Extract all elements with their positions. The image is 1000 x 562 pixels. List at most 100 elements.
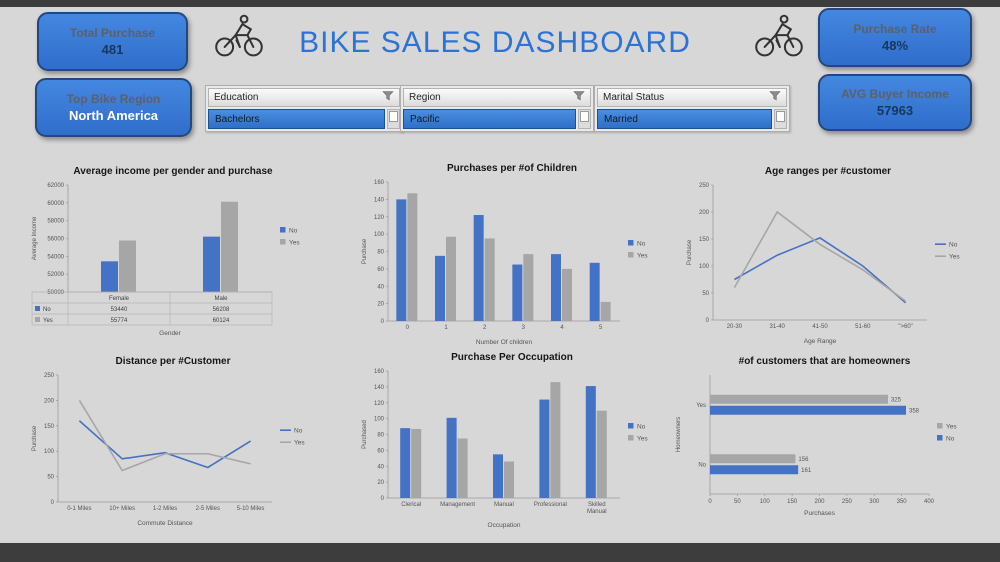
card-purchase-rate: Purchase Rate 48% [818, 8, 972, 67]
filter-funnel-icon[interactable] [573, 91, 585, 104]
filter-funnel-icon[interactable] [769, 91, 781, 104]
svg-text:55774: 55774 [111, 318, 128, 324]
chart-plot-area: 0 50 100 150 200 250 Purchase 20-30 31-40 41-50 51… [683, 179, 973, 351]
svg-text:60124: 60124 [213, 318, 230, 324]
slicer-scrollbar[interactable] [578, 109, 591, 129]
svg-text:161: 161 [801, 468, 812, 474]
svg-text:56000: 56000 [47, 237, 64, 243]
chart-title: Purchases per #of Children [446, 163, 578, 174]
svg-text:300: 300 [869, 499, 880, 505]
svg-text:20: 20 [377, 480, 384, 486]
svg-text:Manual: Manual [494, 502, 514, 508]
svg-text:No: No [294, 428, 303, 435]
svg-text:Purchase: Purchase [362, 238, 368, 264]
svg-text:4: 4 [560, 325, 564, 331]
svg-text:No: No [289, 228, 298, 235]
cyclist-icon [212, 12, 266, 65]
svg-text:Female: Female [109, 296, 130, 302]
svg-text:250: 250 [699, 183, 710, 189]
svg-text:200: 200 [44, 398, 55, 404]
svg-text:156: 156 [798, 457, 809, 463]
svg-text:Purchase: Purchase [687, 239, 693, 265]
svg-text:Gender: Gender [159, 330, 182, 337]
svg-text:60000: 60000 [47, 201, 64, 207]
svg-text:No: No [698, 462, 706, 468]
svg-text:Yes: Yes [696, 403, 706, 409]
svg-text:60: 60 [377, 448, 384, 454]
svg-text:Yes: Yes [294, 440, 305, 447]
svg-text:10+ Miles: 10+ Miles [109, 506, 135, 512]
card-value: 48% [881, 38, 909, 53]
filter-funnel-icon[interactable] [382, 91, 394, 104]
svg-text:54000: 54000 [47, 254, 64, 260]
svg-text:2-5 Miles: 2-5 Miles [196, 506, 220, 512]
svg-text:1-2 Miles: 1-2 Miles [153, 506, 177, 512]
svg-text:160: 160 [374, 180, 385, 186]
chart-title: Distance per #Customer [115, 356, 231, 367]
scrollbar-thumb[interactable] [580, 111, 589, 122]
svg-text:Manual: Manual [587, 509, 607, 515]
svg-text:250: 250 [842, 499, 853, 505]
slicer-selected-item[interactable]: Married [597, 109, 772, 129]
svg-text:Purchase: Purchase [32, 425, 38, 451]
svg-text:0-1 Miles: 0-1 Miles [67, 506, 91, 512]
svg-text:50000: 50000 [47, 290, 64, 296]
svg-text:100: 100 [374, 417, 385, 423]
card-avg-buyer-income: AVG Buyer Income 57963 [818, 74, 972, 131]
svg-text:40: 40 [377, 464, 384, 470]
svg-text:150: 150 [787, 499, 798, 505]
svg-text:5: 5 [599, 325, 603, 331]
svg-text:150: 150 [699, 237, 710, 243]
svg-text:Clerical: Clerical [401, 502, 421, 508]
svg-text:Purchased: Purchased [362, 420, 368, 449]
svg-text:No: No [946, 436, 955, 443]
svg-text:80: 80 [377, 250, 384, 256]
svg-text:60: 60 [377, 267, 384, 273]
svg-text:Yes: Yes [946, 424, 957, 431]
svg-text:56208: 56208 [213, 307, 230, 313]
svg-text:80: 80 [377, 433, 384, 439]
svg-text:200: 200 [814, 499, 825, 505]
svg-text:325: 325 [891, 397, 902, 403]
svg-text:Yes: Yes [949, 254, 960, 261]
svg-text:Homeowners: Homeowners [676, 417, 682, 452]
svg-text:100: 100 [760, 499, 771, 505]
chart-plot-area: 0 20 40 60 80 100 120 140 160 Purchased Clerical Ma… [358, 365, 666, 535]
slicer-scrollbar[interactable] [774, 109, 787, 129]
slicer-selected-item[interactable]: Pacific [403, 109, 576, 129]
chart-plot-area: 0 20 40 60 80 100 120 140 160 Purchase 0 1 2 3 4 5 Numbe… [358, 176, 666, 352]
slicer-selected-item[interactable]: Bachelors [208, 109, 385, 129]
scrollbar-thumb[interactable] [776, 111, 785, 122]
chart-title: Purchase Per Occupation [451, 352, 573, 363]
svg-text:0: 0 [381, 319, 385, 325]
svg-text:53440: 53440 [111, 307, 128, 313]
svg-text:40: 40 [377, 284, 384, 290]
svg-text:Yes: Yes [43, 318, 53, 324]
svg-text:Purchases: Purchases [804, 510, 835, 517]
svg-text:120: 120 [374, 401, 385, 407]
svg-text:350: 350 [897, 499, 908, 505]
svg-text:20-30: 20-30 [727, 324, 743, 330]
chart-title: Average income per gender and purchase [73, 166, 273, 177]
svg-text:41-50: 41-50 [812, 324, 828, 330]
svg-text:No: No [949, 242, 958, 249]
svg-text:31-40: 31-40 [770, 324, 786, 330]
svg-text:52000: 52000 [47, 272, 64, 278]
card-label: AVG Buyer Income [841, 87, 949, 101]
svg-text:100: 100 [374, 232, 385, 238]
card-total-purchase: Total Purchase 481 [37, 12, 188, 71]
svg-text:50: 50 [702, 291, 709, 297]
bottom-bar [0, 543, 1000, 562]
svg-text:Yes: Yes [289, 240, 300, 247]
scrollbar-thumb[interactable] [389, 111, 398, 122]
card-label: Purchase Rate [853, 22, 937, 36]
chart-homeowners: #of customers that are homeowners 0 50 100… [672, 356, 977, 518]
svg-text:120: 120 [374, 215, 385, 221]
slicer-region: Region Pacific [400, 85, 594, 132]
chart-plot-area: 0 50 100 150 200 250 300 350 400 Homeowners Purcha… [672, 369, 977, 523]
slicer-education: Education Bachelors [205, 85, 403, 132]
svg-text:100: 100 [44, 449, 55, 455]
slicer-header: Marital Status [597, 88, 787, 107]
slicer-scrollbar[interactable] [387, 109, 400, 129]
svg-text:140: 140 [374, 197, 385, 203]
